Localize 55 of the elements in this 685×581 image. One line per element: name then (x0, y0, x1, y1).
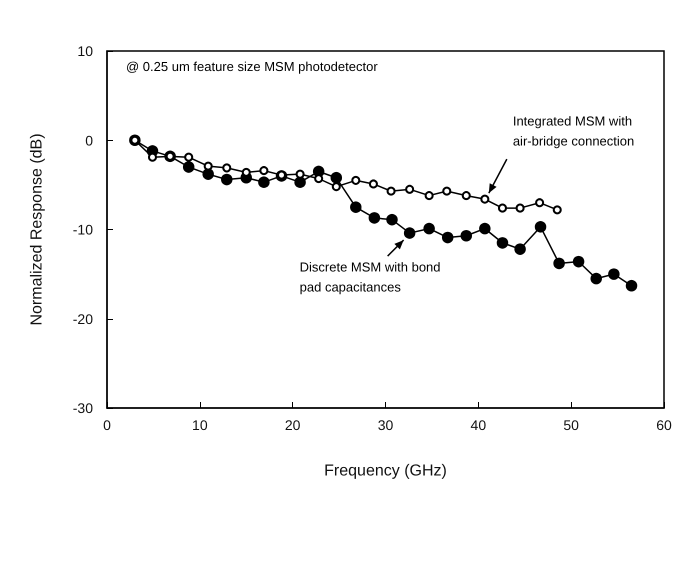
point (498, 204, 507, 213)
x-tick-label: 20 (284, 417, 301, 433)
point (332, 182, 341, 192)
y-tick-label: -10 (72, 222, 94, 238)
y-tick-label: 0 (85, 132, 94, 148)
x-tick-label: 50 (563, 417, 580, 433)
y-axis-title: Normalized Response (dB) (28, 133, 46, 326)
point (386, 214, 398, 226)
point (405, 184, 414, 194)
x-axis-title: Frequency (GHz) (324, 462, 447, 480)
point (626, 280, 638, 292)
point (368, 212, 380, 224)
point (516, 204, 525, 213)
x-tick-label: 0 (103, 417, 112, 433)
point (221, 174, 233, 186)
x-tick-label: 10 (192, 417, 208, 433)
point (590, 272, 602, 284)
point (386, 186, 396, 196)
point (404, 227, 416, 239)
point (350, 201, 362, 213)
y-tick-label: 10 (77, 43, 94, 59)
x-tick-label: 40 (470, 417, 486, 433)
point (534, 221, 546, 233)
point (202, 168, 214, 180)
point (535, 198, 544, 208)
point (442, 232, 454, 244)
point (572, 256, 584, 268)
point (368, 179, 378, 188)
point (184, 152, 194, 162)
point (182, 161, 194, 173)
point (258, 176, 270, 188)
x-tick-label: 60 (656, 417, 672, 433)
point (294, 176, 306, 188)
x-tick-label: 30 (378, 417, 394, 433)
point (553, 258, 565, 270)
point (552, 205, 562, 214)
point (479, 222, 491, 234)
point (259, 166, 268, 176)
annotation: @ 0.25 um feature size MSM photodetector (126, 59, 378, 74)
point (330, 172, 342, 184)
annotation: Discrete MSM with bond pad capacitances (300, 260, 441, 295)
point (423, 222, 435, 234)
point (480, 194, 490, 204)
y-tick-label: -20 (72, 310, 94, 327)
point (496, 237, 508, 249)
point (514, 243, 526, 255)
point (608, 268, 620, 280)
point (351, 176, 360, 185)
point (442, 186, 452, 196)
point (222, 163, 232, 172)
y-tick-label: -30 (72, 400, 94, 416)
point (460, 230, 472, 242)
point (462, 191, 471, 200)
point (424, 191, 434, 200)
annotation: Integrated MSM with air-bridge connection (512, 114, 634, 149)
